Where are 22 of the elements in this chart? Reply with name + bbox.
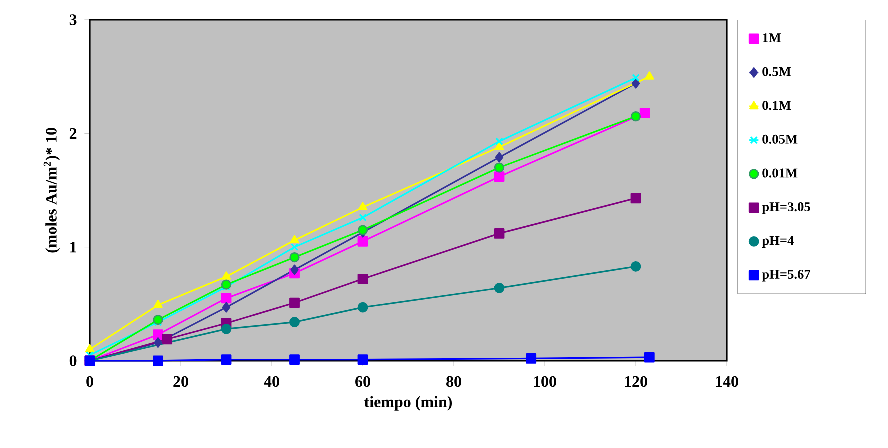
legend-label: pH=3.05: [762, 202, 810, 214]
x-tick-label: 40: [264, 376, 280, 388]
y-axis-title: (moles Au/m$^{2}$)* 10: [44, 128, 60, 253]
legend-label: 0.01M: [762, 168, 798, 178]
y-tick-label: 2: [70, 128, 77, 139]
legend-label: 0.05M: [762, 134, 798, 144]
x-tick-label: 120: [625, 376, 648, 388]
legend-label: pH=5.67: [762, 270, 811, 282]
legend-label: 0.1M: [762, 101, 792, 110]
legend-label: 0.5M: [762, 67, 792, 76]
legend-label: 1M: [763, 34, 782, 42]
x-axis-title: tiempo (min): [364, 396, 452, 411]
x-tick-label: 60: [356, 376, 370, 388]
y-tick-label: 0: [70, 356, 77, 366]
legend-label: pH=4: [762, 236, 794, 248]
x-tick-label: 0: [86, 376, 94, 388]
y-tick-label: 3: [70, 14, 77, 26]
x-tick-label: 20: [174, 376, 188, 388]
x-tick-label: 140: [716, 376, 738, 388]
x-tick-label: 80: [446, 376, 462, 388]
x-tick-label: 100: [534, 376, 556, 388]
y-tick-label: 1: [70, 242, 76, 253]
